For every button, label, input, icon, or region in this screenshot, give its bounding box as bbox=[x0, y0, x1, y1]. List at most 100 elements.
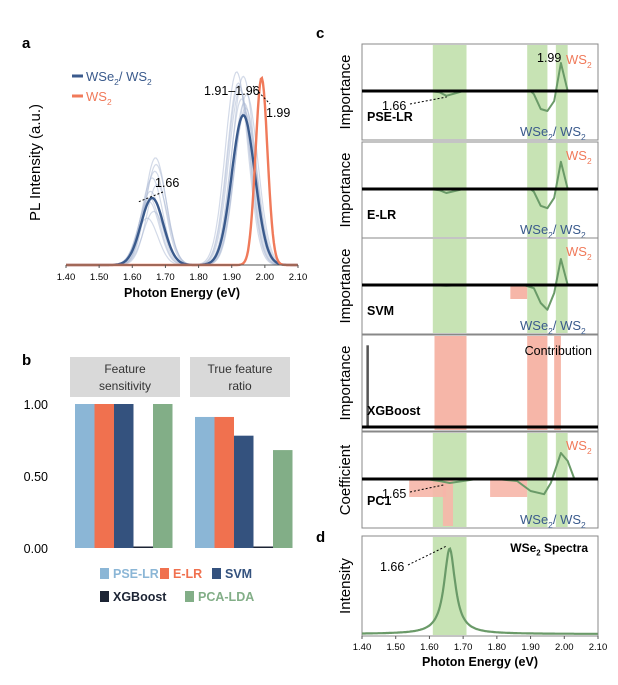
panel-b-chart: Feature sensitivity True feature ratio 1.00 0… bbox=[24, 357, 293, 604]
y-tick-label: 0.50 bbox=[24, 470, 48, 484]
x-tick-label: 1.40 bbox=[353, 642, 372, 653]
subplot-xgboost: Importance XGBoost Contribution bbox=[337, 334, 599, 432]
y-axis-label: Importance bbox=[337, 152, 354, 227]
x-tick-label: 2.10 bbox=[289, 272, 308, 283]
x-axis-label: Photon Energy (eV) bbox=[124, 286, 240, 300]
red-band bbox=[510, 285, 528, 299]
annotation-leader bbox=[409, 484, 444, 493]
legend-swatch bbox=[185, 591, 194, 602]
legend-swatch bbox=[100, 591, 109, 602]
y-axis-label: Coefficient bbox=[337, 444, 354, 515]
legend-label: PCA-LDA bbox=[198, 590, 254, 604]
panel-label-d: d bbox=[316, 529, 325, 546]
bar-pse-lr bbox=[195, 416, 215, 548]
annotation-1-91-1-96: 1.91–1.96 bbox=[204, 84, 260, 98]
red-band bbox=[527, 336, 548, 430]
model-label: PC1 bbox=[367, 494, 391, 508]
y-axis-label: Importance bbox=[337, 248, 354, 323]
panel-label-a: a bbox=[22, 35, 31, 52]
annotation-leader bbox=[407, 545, 447, 566]
x-tick-label: 1.90 bbox=[222, 272, 241, 283]
model-label: PSE-LR bbox=[367, 110, 413, 124]
y-axis-label: PL Intensity (a.u.) bbox=[27, 104, 44, 221]
panel-a-chart: 1.40 1.50 1.60 1.70 1.80 1.90 2.00 2.10 Photon E… bbox=[27, 69, 307, 300]
annotation-1-99: 1.99 bbox=[266, 106, 290, 120]
annotation-leader bbox=[252, 85, 271, 105]
contribution-label: Contribution bbox=[525, 344, 592, 358]
x-tick-label: 1.50 bbox=[386, 642, 405, 653]
annotation-leader bbox=[137, 191, 164, 203]
legend-label: E-LR bbox=[173, 567, 202, 581]
x-tick-label: 1.70 bbox=[156, 272, 175, 283]
panel-label-b: b bbox=[22, 352, 31, 369]
model-label: SVM bbox=[367, 304, 394, 318]
bar-svm bbox=[234, 435, 254, 548]
group-header-label: Feature bbox=[104, 362, 146, 376]
x-tick-label: 2.10 bbox=[589, 642, 608, 653]
legend-label-wse2-ws2: WSe2/ WS2 bbox=[86, 69, 152, 87]
x-tick-label: 1.70 bbox=[454, 642, 473, 653]
red-band bbox=[554, 336, 561, 430]
importance-bar bbox=[366, 345, 369, 427]
legend-swatch bbox=[160, 568, 169, 579]
legend-label: SVM bbox=[225, 567, 252, 581]
x-tick-label: 1.40 bbox=[57, 272, 76, 283]
annotation-bottom: 1.66 bbox=[382, 99, 406, 113]
legend-label-ws2: WS2 bbox=[86, 89, 112, 107]
wse2-ws2-label: WSe2/ WS2 bbox=[520, 124, 586, 142]
subplot-e-lr: Importance E-LR WS2 WSe2/ WS2 bbox=[337, 141, 599, 240]
panel-label-c: c bbox=[316, 25, 324, 42]
bar-pca-lda bbox=[273, 450, 293, 548]
red-band bbox=[442, 479, 454, 526]
bar-pca-lda bbox=[153, 404, 173, 548]
model-label: XGBoost bbox=[367, 404, 421, 418]
bar-e-lr bbox=[214, 416, 234, 548]
spectrum-line bbox=[362, 547, 598, 635]
x-tick-label: 1.90 bbox=[521, 642, 540, 653]
y-axis-label: Intensity bbox=[337, 558, 354, 614]
wse2-ws2-sample-curve bbox=[66, 98, 298, 266]
red-band bbox=[409, 479, 447, 497]
plot-frame bbox=[361, 535, 599, 637]
x-tick-label: 1.60 bbox=[123, 272, 142, 283]
group-header-label: sensitivity bbox=[99, 379, 151, 393]
importance-curve bbox=[362, 62, 598, 112]
x-tick-label: 1.80 bbox=[488, 642, 507, 653]
bar-xgboost bbox=[253, 546, 273, 548]
legend-label: PSE-LR bbox=[113, 567, 159, 581]
y-axis-label: Importance bbox=[337, 345, 354, 420]
bar-svm bbox=[114, 404, 134, 548]
y-tick-label: 0.00 bbox=[24, 542, 48, 556]
red-band bbox=[490, 479, 528, 497]
ws2-label: WS2 bbox=[566, 244, 592, 262]
wse2-ws2-label: WSe2/ WS2 bbox=[520, 512, 586, 530]
bar-pse-lr bbox=[75, 404, 95, 548]
x-axis-label: Photon Energy (eV) bbox=[422, 655, 538, 669]
y-axis-label: Importance bbox=[337, 54, 354, 129]
x-tick-label: 2.00 bbox=[555, 642, 574, 653]
group-header-box bbox=[70, 357, 180, 397]
highlight-band bbox=[432, 537, 467, 635]
legend-swatch bbox=[212, 568, 221, 579]
group-header-label: ratio bbox=[228, 379, 252, 393]
annotation-bottom: 1.65 bbox=[382, 487, 406, 501]
bar-xgboost bbox=[133, 546, 153, 548]
x-tick-label: 1.80 bbox=[189, 272, 208, 283]
bar-e-lr bbox=[94, 404, 114, 548]
x-tick-label: 2.00 bbox=[256, 272, 275, 283]
subplot-pse-lr: Importance PSE-LR WS2 WSe2/ WS2 1.99 1.66 bbox=[337, 43, 599, 142]
ws2-label: WS2 bbox=[566, 148, 592, 166]
red-band bbox=[434, 336, 467, 430]
legend-label: XGBoost bbox=[113, 590, 167, 604]
annotation-1-66: 1.66 bbox=[155, 176, 179, 190]
spectrum-title: WSe2 Spectra bbox=[510, 541, 588, 558]
ws2-label: WS2 bbox=[566, 438, 592, 456]
group-header-box bbox=[190, 357, 290, 397]
model-label: E-LR bbox=[367, 208, 396, 222]
subplot-pc1: Coefficient PC1 WS2 WSe2/ WS2 1.65 bbox=[337, 431, 599, 530]
x-tick-label: 1.60 bbox=[420, 642, 439, 653]
panel-d-chart: 1.40 1.50 1.60 1.70 1.80 1.90 2.00 2.10 Photon E… bbox=[337, 535, 608, 669]
subplot-svm: Importance SVM WS2 WSe2/ WS2 bbox=[337, 237, 599, 336]
y-tick-label: 1.00 bbox=[24, 398, 48, 412]
